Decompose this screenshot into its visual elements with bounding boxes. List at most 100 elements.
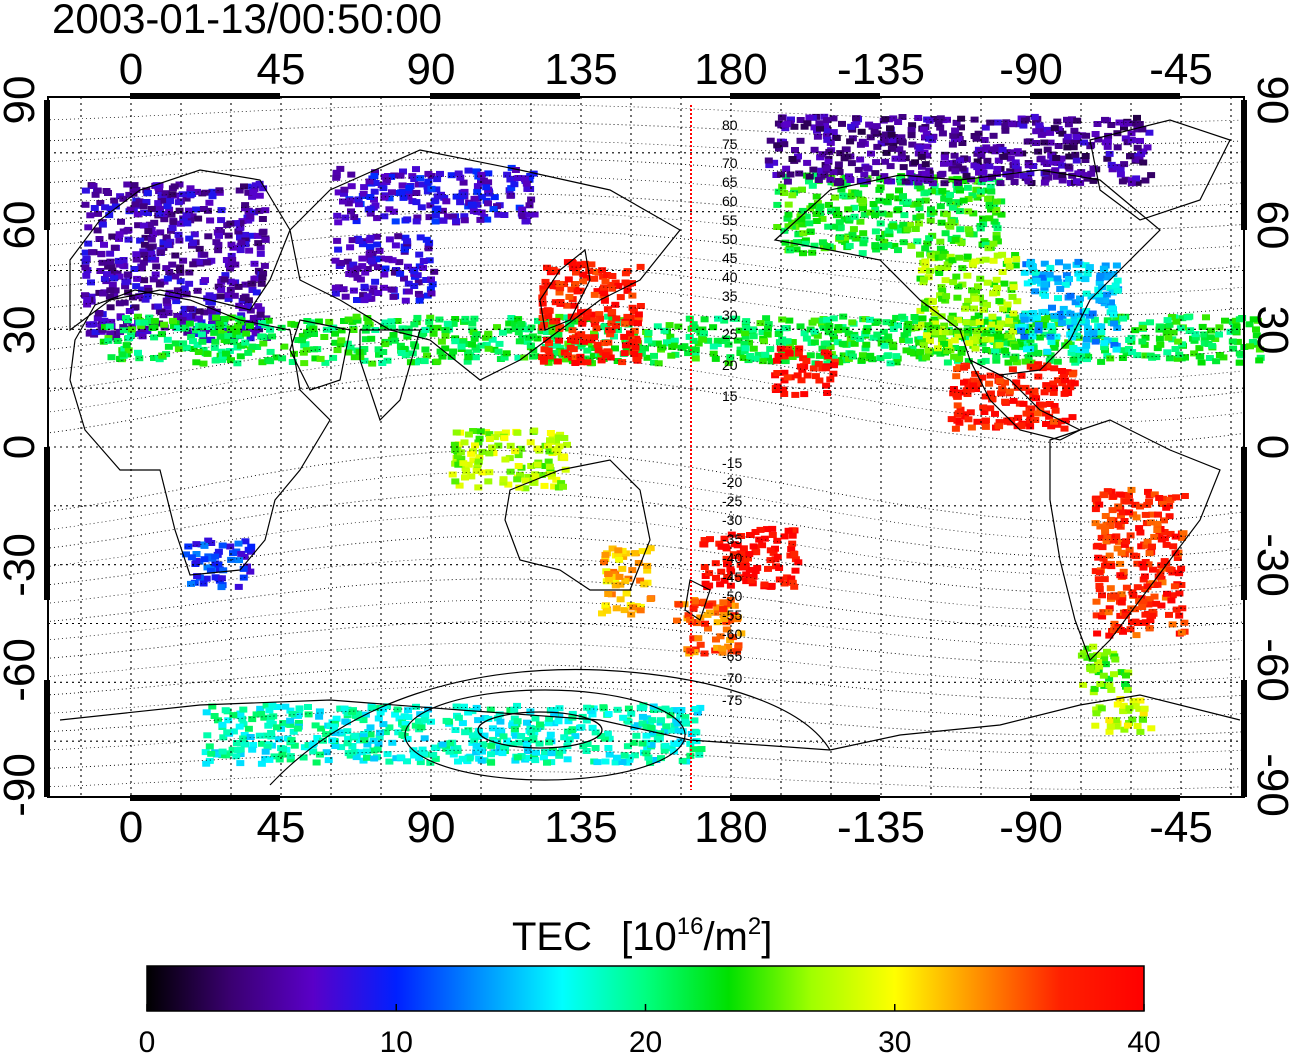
tec-pixel (494, 348, 503, 355)
tec-pixel (947, 218, 956, 225)
tec-pixel (379, 185, 388, 192)
tec-pixel (657, 755, 665, 762)
tec-pixel (510, 706, 519, 713)
tec-pixel (1065, 276, 1073, 282)
tec-pixel (567, 727, 576, 734)
tec-pixel (661, 742, 670, 749)
tec-pixel (485, 469, 494, 476)
tec-pixel (893, 207, 902, 214)
tec-pixel (391, 711, 400, 718)
tec-pixel (839, 313, 848, 320)
tec-pixel (998, 146, 1007, 153)
tec-pixel (833, 339, 842, 346)
tec-pixel (988, 313, 997, 320)
tec-pixel (331, 743, 340, 749)
tec-pixel (875, 186, 884, 193)
tec-pixel (995, 378, 1004, 384)
tec-pixel (927, 188, 936, 195)
tec-pixel (1048, 326, 1057, 333)
tec-pixel (1168, 569, 1177, 576)
tec-pixel (1148, 511, 1157, 518)
tec-pixel (1050, 125, 1059, 132)
tec-pixel (923, 177, 932, 184)
tec-pixel (366, 243, 374, 250)
tec-pixel (309, 748, 318, 755)
tec-pixel (623, 314, 632, 321)
tec-pixel (1030, 113, 1039, 120)
tec-pixel (756, 526, 765, 533)
tec-pixel (1060, 425, 1069, 432)
tec-pixel (331, 339, 340, 346)
tec-pixel (1125, 509, 1134, 516)
tec-pixel (1050, 312, 1059, 319)
tec-pixel (337, 327, 346, 334)
tec-pixel (176, 278, 185, 285)
tec-pixel (189, 338, 197, 345)
tec-pixel (898, 313, 907, 320)
tec-pixel (835, 225, 844, 232)
tec-pixel (694, 635, 703, 642)
tec-pixel (421, 711, 430, 718)
tec-pixel (1128, 349, 1137, 355)
tec-pixel (544, 347, 553, 354)
tec-pixel (234, 228, 243, 235)
tec-pixel (600, 323, 609, 330)
tec-pixel (992, 171, 1001, 177)
tec-pixel (475, 435, 484, 442)
tec-pixel (240, 741, 249, 748)
tec-pixel (919, 342, 928, 349)
tec-pixel (223, 338, 232, 345)
tec-pixel (1235, 316, 1244, 323)
tec-pixel (461, 474, 469, 481)
tec-pixel (798, 366, 807, 373)
tec-pixel (182, 551, 190, 558)
tec-pixel (963, 272, 972, 279)
tec-pixel (1113, 325, 1122, 331)
tec-pixel (1133, 352, 1142, 359)
tec-pixel (560, 453, 568, 460)
tec-pixel (398, 182, 407, 189)
tec-pixel (709, 324, 718, 331)
tec-pixel (943, 261, 952, 268)
tec-pixel (1103, 143, 1112, 150)
tec-pixel (545, 340, 553, 347)
tec-pixel (726, 566, 735, 573)
tec-pixel (1172, 494, 1181, 501)
tec-pixel (489, 450, 498, 457)
tec-pixel (969, 377, 978, 384)
tec-pixel (896, 176, 905, 183)
tec-pixel (1091, 338, 1100, 345)
tec-pixel (984, 245, 993, 252)
tec-pixel (349, 287, 358, 294)
tec-pixel (346, 344, 355, 351)
tec-pixel (195, 308, 204, 315)
tec-pixel (948, 204, 957, 211)
tec-pixel (220, 315, 229, 322)
tec-pixel (1012, 256, 1021, 263)
tec-pixel (921, 170, 930, 177)
tec-pixel (160, 211, 169, 217)
tec-pixel (127, 326, 136, 333)
tec-pixel (620, 350, 629, 357)
tec-pixel (1005, 317, 1014, 324)
colorbar-tick-label: 20 (629, 1026, 662, 1057)
tec-pixel (1066, 322, 1075, 329)
tec-pixel (273, 704, 282, 710)
tec-pixel (1032, 364, 1041, 371)
tec-region-patagonia (1077, 643, 1133, 696)
tec-pixel (400, 345, 409, 352)
tec-pixel (1069, 139, 1078, 146)
tec-pixel (141, 234, 150, 241)
tec-pixel (452, 193, 461, 200)
tec-pixel (1013, 166, 1022, 173)
tec-pixel (979, 306, 988, 313)
tec-pixel (521, 477, 530, 484)
tec-pixel (187, 580, 195, 587)
tec-pixel (248, 287, 257, 293)
tec-pixel (916, 307, 925, 314)
tec-pixel (411, 722, 420, 729)
tec-pixel (191, 331, 200, 337)
tec-pixel (1146, 352, 1155, 359)
tec-pixel (693, 709, 702, 716)
tec-pixel (1052, 333, 1061, 340)
